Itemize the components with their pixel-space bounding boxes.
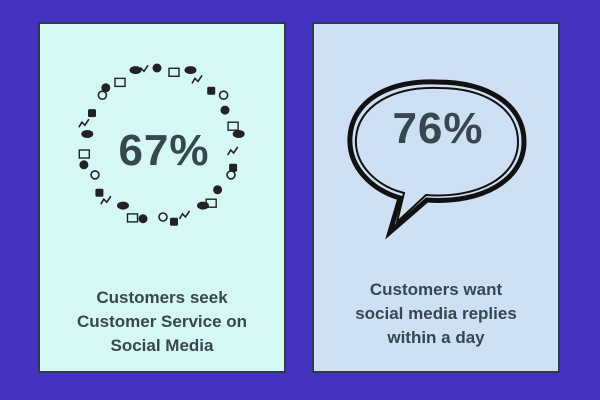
gear-icon	[191, 74, 203, 84]
social-icon-ring	[60, 44, 260, 244]
envelope-icon	[158, 212, 168, 222]
link-icon	[226, 170, 236, 180]
caption-left: Customers seek Customer Service on Socia…	[50, 286, 274, 358]
chat-bubble-icon	[78, 118, 90, 128]
search-icon	[100, 195, 112, 205]
gear-icon	[170, 217, 178, 226]
document-icon	[78, 149, 90, 159]
image-icon	[95, 188, 104, 197]
search-icon	[232, 130, 245, 138]
stat-percent-left: 67%	[118, 126, 210, 175]
envelope-icon	[101, 83, 111, 93]
camera-icon	[81, 130, 94, 138]
user-icon	[178, 210, 191, 220]
stat-percent-right: 76%	[392, 104, 484, 153]
user-icon	[184, 66, 197, 75]
caption-left-line-2: Customer Service on	[76, 312, 248, 331]
film-icon	[229, 163, 238, 172]
caption-right-line-3: within a day	[387, 328, 485, 347]
gear-icon	[97, 90, 108, 101]
caption-right-line-2: social media replies	[355, 304, 517, 323]
chart-icon	[114, 77, 126, 88]
left-stat-card: 67% Customers seek Customer Service on S…	[38, 22, 286, 373]
globe-icon	[137, 64, 149, 74]
music-note-icon	[126, 213, 139, 223]
chat-bubble-icon	[197, 201, 209, 210]
chart-icon	[218, 90, 229, 101]
image-icon	[227, 146, 239, 156]
caption-right: Customers want social media replies with…	[324, 278, 548, 350]
icon-ring-graphic	[78, 63, 245, 226]
envelope-icon	[207, 86, 216, 95]
globe-icon	[227, 121, 239, 131]
right-stat-card: 76% Customers want social media replies …	[312, 22, 560, 373]
link-icon	[79, 160, 89, 170]
film-icon	[90, 170, 100, 180]
caption-right-line-1: Customers want	[369, 280, 503, 299]
speech-bubble-icon	[342, 62, 532, 257]
caption-left-line-3: Social Media	[110, 336, 214, 355]
music-note-icon	[220, 105, 230, 115]
document-icon	[213, 185, 223, 195]
chat-bubble-icon	[168, 67, 180, 77]
camera-icon	[152, 63, 162, 73]
caption-left-line-1: Customers seek	[96, 288, 228, 307]
globe-icon	[117, 201, 129, 210]
chart-icon	[138, 214, 148, 224]
user-icon	[88, 109, 96, 118]
